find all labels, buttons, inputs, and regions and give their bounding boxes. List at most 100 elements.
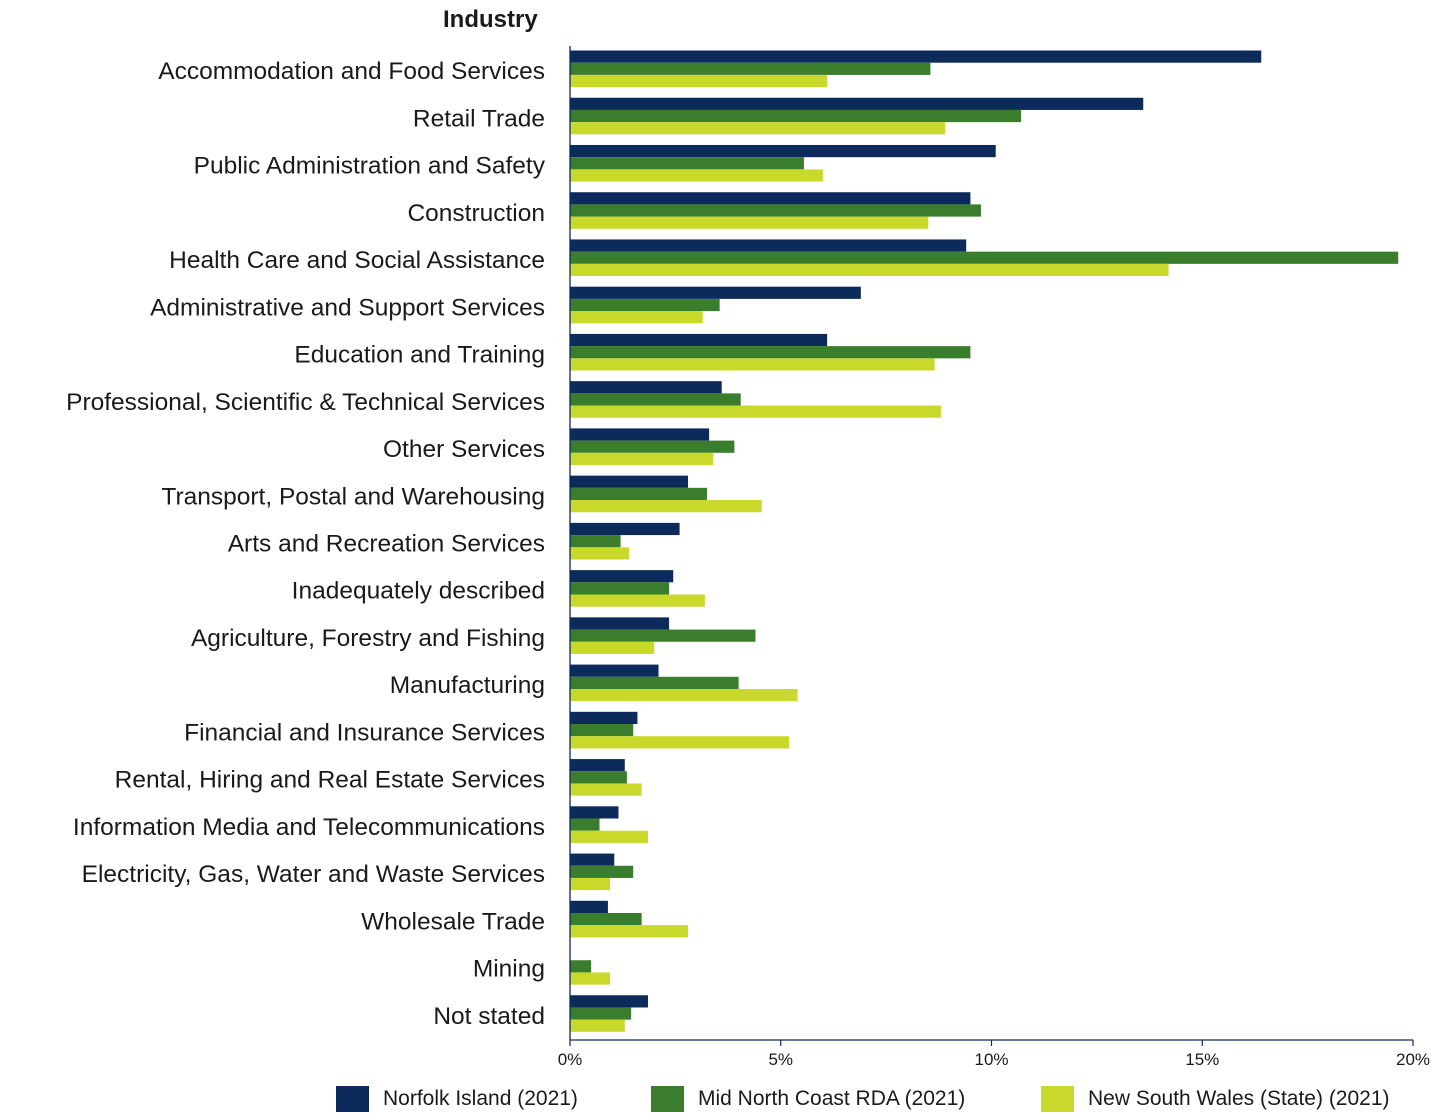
bar-norfolk-island-2021-health-care-and-social-assistance	[570, 239, 967, 252]
legend-swatch-new-south-wales	[1041, 1086, 1074, 1112]
bar-new-south-wales-state-2021-administrative-and-support-services	[570, 311, 703, 324]
bar-new-south-wales-state-2021-health-care-and-social-assistance	[570, 263, 1169, 277]
bar-mid-north-coast-rda-2021-inadequately-described	[570, 582, 670, 595]
bar-new-south-wales-state-2021-information-media-and-telecommunications	[570, 830, 648, 843]
category-label-retail-trade: Retail Trade	[413, 105, 545, 132]
bar-mid-north-coast-rda-2021-electricity-gas-water-and-waste-services	[570, 865, 634, 878]
bar-mid-north-coast-rda-2021-financial-and-insurance-services	[570, 724, 634, 737]
bar-norfolk-island-2021-accommodation-and-food-services	[570, 50, 1262, 63]
bar-mid-north-coast-rda-2021-accommodation-and-food-services	[570, 62, 931, 75]
x-tick-label-10: 10%	[974, 1050, 1008, 1069]
bar-mid-north-coast-rda-2021-education-and-training	[570, 346, 971, 359]
category-label-manufacturing: Manufacturing	[390, 672, 545, 699]
bar-norfolk-island-2021-electricity-gas-water-and-waste-services	[570, 853, 615, 866]
category-label-inadequately-described: Inadequately described	[292, 578, 545, 605]
bar-norfolk-island-2021-transport-postal-and-warehousing	[570, 475, 689, 488]
category-label-transport-postal-and-warehousing: Transport, Postal and Warehousing	[161, 483, 545, 510]
category-label-other-services: Other Services	[383, 436, 545, 463]
bar-mid-north-coast-rda-2021-construction	[570, 204, 981, 217]
x-tick-label-15: 15%	[1185, 1050, 1219, 1069]
bar-norfolk-island-2021-manufacturing	[570, 664, 659, 677]
bar-new-south-wales-state-2021-professional-scientific-technical-services	[570, 405, 941, 418]
bar-norfolk-island-2021-professional-scientific-technical-services	[570, 381, 722, 394]
bar-new-south-wales-state-2021-accommodation-and-food-services	[570, 74, 828, 88]
bar-norfolk-island-2021-other-services	[570, 428, 710, 441]
bar-mid-north-coast-rda-2021-transport-postal-and-warehousing	[570, 487, 707, 501]
bar-chart-plot: Accommodation and Food Services Retail Tr…	[66, 46, 1430, 1069]
bar-norfolk-island-2021-financial-and-insurance-services	[570, 711, 638, 725]
bar-new-south-wales-state-2021-transport-postal-and-warehousing	[570, 500, 762, 513]
legend-item-new-south-wales: New South Wales (State) (2021)	[1041, 1086, 1390, 1112]
bar-new-south-wales-state-2021-wholesale-trade	[570, 925, 689, 938]
legend-swatch-mid-north-coast	[651, 1086, 684, 1112]
category-label-administrative-and-support-services: Administrative and Support Services	[150, 294, 545, 321]
x-tick-label-20: 20%	[1396, 1050, 1430, 1069]
bar-new-south-wales-state-2021-public-administration-and-safety	[570, 169, 823, 182]
bar-norfolk-island-2021-construction	[570, 192, 971, 205]
legend-label-mid-north-coast: Mid North Coast RDA (2021)	[698, 1087, 966, 1110]
bar-norfolk-island-2021-wholesale-trade	[570, 900, 608, 913]
bar-mid-north-coast-rda-2021-arts-and-recreation-services	[570, 535, 621, 548]
category-label-construction: Construction	[407, 200, 545, 227]
bar-mid-north-coast-rda-2021-manufacturing	[570, 676, 739, 689]
bar-norfolk-island-2021-education-and-training	[570, 333, 828, 347]
category-label-electricity-gas-water-and-waste-services: Electricity, Gas, Water and Waste Servic…	[82, 861, 545, 888]
bar-norfolk-island-2021-retail-trade	[570, 97, 1144, 110]
bar-new-south-wales-state-2021-mining	[570, 972, 611, 985]
bar-norfolk-island-2021-inadequately-described	[570, 570, 674, 583]
legend-swatch-norfolk-island	[336, 1086, 369, 1112]
category-label-health-care-and-social-assistance: Health Care and Social Assistance	[169, 247, 545, 274]
category-label-agriculture-forestry-and-fishing: Agriculture, Forestry and Fishing	[191, 625, 545, 652]
legend-label-new-south-wales: New South Wales (State) (2021)	[1088, 1087, 1390, 1110]
category-label-financial-and-insurance-services: Financial and Insurance Services	[184, 719, 545, 746]
category-label-mining: Mining	[473, 956, 545, 983]
bar-new-south-wales-state-2021-inadequately-described	[570, 594, 705, 607]
bar-mid-north-coast-rda-2021-other-services	[570, 440, 735, 453]
x-tick-label-0: 0%	[558, 1050, 583, 1069]
category-label-education-and-training: Education and Training	[294, 342, 545, 369]
bar-mid-north-coast-rda-2021-public-administration-and-safety	[570, 157, 804, 170]
bar-mid-north-coast-rda-2021-information-media-and-telecommunications	[570, 818, 600, 831]
bar-mid-north-coast-rda-2021-professional-scientific-technical-services	[570, 393, 741, 406]
category-label-not-stated: Not stated	[433, 1003, 545, 1030]
x-tick-label-5: 5%	[768, 1050, 793, 1069]
bar-new-south-wales-state-2021-other-services	[570, 452, 714, 465]
bar-mid-north-coast-rda-2021-wholesale-trade	[570, 912, 642, 926]
bar-mid-north-coast-rda-2021-retail-trade	[570, 109, 1021, 123]
bar-mid-north-coast-rda-2021-mining	[570, 960, 592, 973]
bar-mid-north-coast-rda-2021-health-care-and-social-assistance	[570, 251, 1399, 264]
bar-new-south-wales-state-2021-construction	[570, 216, 929, 229]
bar-new-south-wales-state-2021-financial-and-insurance-services	[570, 736, 790, 749]
category-label-rental-hiring-and-real-estate-services: Rental, Hiring and Real Estate Services	[115, 767, 545, 794]
bar-new-south-wales-state-2021-agriculture-forestry-and-fishing	[570, 641, 655, 654]
bar-mid-north-coast-rda-2021-administrative-and-support-services	[570, 298, 720, 312]
legend-label-norfolk-island: Norfolk Island (2021)	[383, 1087, 578, 1110]
category-label-public-administration-and-safety: Public Administration and Safety	[194, 153, 546, 180]
category-label-professional-scientific-technical-services: Professional, Scientific & Technical Ser…	[66, 389, 545, 416]
bar-new-south-wales-state-2021-retail-trade	[570, 122, 946, 135]
category-label-accommodation-and-food-services: Accommodation and Food Services	[158, 58, 545, 85]
bar-norfolk-island-2021-rental-hiring-and-real-estate-services	[570, 759, 625, 772]
bar-new-south-wales-state-2021-not-stated	[570, 1019, 625, 1032]
category-axis-title: Industry	[443, 6, 538, 33]
bar-norfolk-island-2021-information-media-and-telecommunications	[570, 806, 619, 819]
category-label-arts-and-recreation-services: Arts and Recreation Services	[228, 531, 545, 558]
bar-new-south-wales-state-2021-rental-hiring-and-real-estate-services	[570, 783, 642, 796]
bar-norfolk-island-2021-administrative-and-support-services	[570, 286, 861, 299]
bar-norfolk-island-2021-not-stated	[570, 995, 648, 1008]
category-label-information-media-and-telecommunications: Information Media and Telecommunications	[73, 814, 545, 841]
bar-new-south-wales-state-2021-arts-and-recreation-services	[570, 547, 630, 560]
legend-item-mid-north-coast: Mid North Coast RDA (2021)	[651, 1086, 965, 1112]
bar-new-south-wales-state-2021-manufacturing	[570, 689, 798, 702]
bar-mid-north-coast-rda-2021-rental-hiring-and-real-estate-services	[570, 771, 627, 784]
bar-mid-north-coast-rda-2021-agriculture-forestry-and-fishing	[570, 629, 756, 642]
bar-mid-north-coast-rda-2021-not-stated	[570, 1007, 632, 1020]
bar-norfolk-island-2021-public-administration-and-safety	[570, 144, 996, 158]
bar-norfolk-island-2021-agriculture-forestry-and-fishing	[570, 617, 670, 630]
bar-new-south-wales-state-2021-electricity-gas-water-and-waste-services	[570, 877, 611, 891]
bar-norfolk-island-2021-arts-and-recreation-services	[570, 522, 680, 536]
legend: Norfolk Island (2021) Mid North Coast RD…	[0, 1086, 1448, 1113]
legend-item-norfolk-island: Norfolk Island (2021)	[336, 1086, 578, 1112]
bar-new-south-wales-state-2021-education-and-training	[570, 358, 935, 371]
